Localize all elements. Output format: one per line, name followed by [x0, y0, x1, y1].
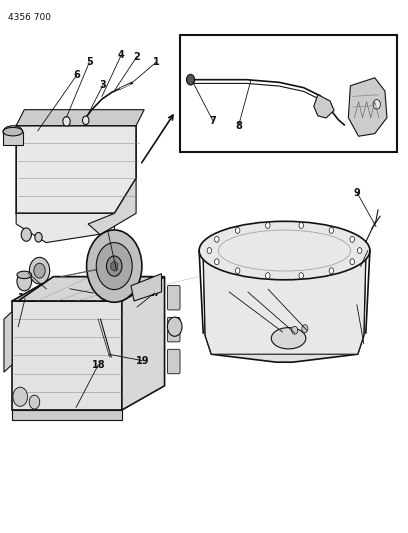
Circle shape [106, 256, 122, 276]
Polygon shape [3, 132, 23, 145]
Circle shape [96, 243, 132, 289]
Polygon shape [18, 277, 152, 301]
Circle shape [299, 273, 304, 279]
Circle shape [167, 317, 182, 336]
Ellipse shape [3, 126, 23, 138]
Text: 20: 20 [350, 300, 364, 310]
Circle shape [299, 223, 304, 229]
Text: 8: 8 [235, 120, 242, 131]
Text: 4356 700: 4356 700 [8, 13, 51, 22]
Polygon shape [111, 261, 118, 271]
Ellipse shape [17, 271, 31, 279]
Text: 7: 7 [210, 116, 216, 126]
Circle shape [29, 395, 40, 409]
Circle shape [292, 326, 298, 334]
Circle shape [235, 228, 240, 233]
Polygon shape [16, 126, 136, 213]
Polygon shape [203, 251, 366, 362]
Text: 17: 17 [148, 288, 161, 298]
Text: 19: 19 [135, 356, 149, 366]
Circle shape [17, 272, 31, 291]
Text: 5: 5 [86, 58, 93, 67]
Circle shape [235, 268, 240, 273]
Ellipse shape [21, 228, 31, 241]
Polygon shape [122, 277, 164, 410]
Text: 14: 14 [40, 284, 53, 294]
Circle shape [215, 259, 219, 265]
Ellipse shape [271, 328, 306, 349]
Text: 18: 18 [91, 360, 105, 370]
Text: 3: 3 [100, 80, 106, 90]
Polygon shape [131, 273, 162, 301]
Circle shape [302, 325, 308, 333]
Text: 6: 6 [73, 70, 80, 80]
Circle shape [86, 230, 142, 302]
Polygon shape [88, 178, 136, 235]
Text: 16: 16 [86, 288, 100, 298]
Circle shape [82, 116, 89, 125]
Circle shape [34, 263, 45, 278]
Ellipse shape [3, 127, 23, 136]
Circle shape [186, 75, 195, 85]
Polygon shape [203, 253, 366, 354]
Text: 2: 2 [133, 52, 140, 61]
Text: 9: 9 [354, 188, 361, 198]
Text: 15: 15 [110, 266, 123, 276]
Circle shape [63, 117, 70, 126]
Polygon shape [348, 78, 387, 136]
Polygon shape [12, 410, 122, 419]
Bar [180, 35, 397, 152]
Circle shape [373, 100, 381, 109]
Circle shape [329, 228, 334, 233]
Polygon shape [16, 110, 144, 126]
Polygon shape [12, 301, 122, 410]
Polygon shape [16, 213, 115, 243]
Polygon shape [12, 277, 164, 301]
Circle shape [207, 248, 212, 254]
Text: 8: 8 [358, 262, 365, 271]
Circle shape [266, 223, 270, 229]
Circle shape [357, 248, 362, 254]
Ellipse shape [35, 232, 42, 242]
FancyBboxPatch shape [167, 318, 180, 342]
FancyBboxPatch shape [167, 286, 180, 310]
Circle shape [350, 259, 355, 265]
Text: 11: 11 [241, 287, 255, 297]
Text: 13: 13 [18, 293, 32, 303]
Circle shape [266, 273, 270, 279]
Circle shape [329, 268, 334, 273]
Text: 1: 1 [153, 58, 160, 67]
Circle shape [350, 237, 355, 243]
Ellipse shape [199, 221, 370, 280]
FancyBboxPatch shape [167, 349, 180, 374]
Polygon shape [314, 94, 334, 118]
Text: 12: 12 [222, 287, 236, 297]
Circle shape [215, 237, 219, 243]
Circle shape [13, 387, 27, 406]
Text: 10: 10 [262, 285, 275, 294]
Circle shape [29, 257, 50, 284]
Text: 4: 4 [118, 51, 124, 60]
Polygon shape [4, 312, 12, 372]
